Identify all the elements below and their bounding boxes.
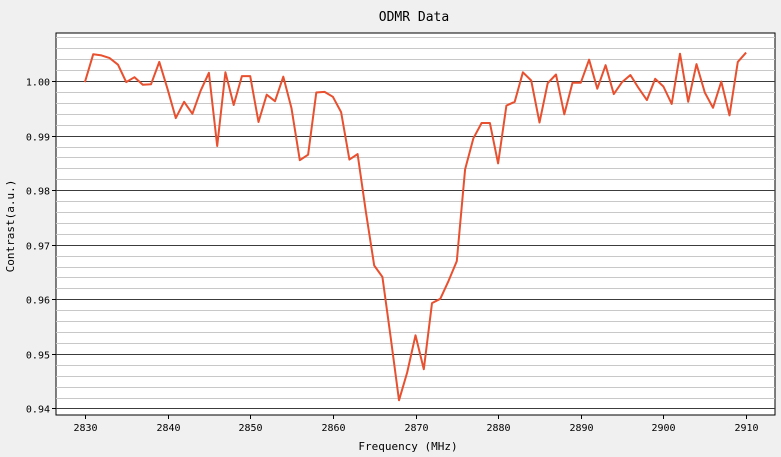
x-tick-label: 2880 [486,423,510,434]
y-tick-label: 0.97 [26,242,50,253]
y-tick-label: 1.00 [26,78,50,89]
x-tick-label: 2870 [404,423,428,434]
y-tick-label: 0.99 [26,133,50,144]
y-axis-ticks: 0.94 0.95 0.96 0.97 0.98 0.99 1.00 [26,78,56,416]
y-tick-label: 0.94 [26,405,50,416]
x-axis-label: Frequency (MHz) [358,440,457,453]
x-tick-label: 2850 [238,423,262,434]
x-axis-ticks: 2830 2840 2850 2860 2870 2880 2890 2900 2910 [73,415,759,434]
x-tick-label: 2890 [569,423,593,434]
y-tick-label: 0.98 [26,187,50,198]
y-axis-label: Contrast(a.u.) [4,180,17,273]
x-tick-label: 2900 [651,423,675,434]
chart-title: ODMR Data [379,10,449,25]
major-gridlines [56,81,775,409]
x-tick-label: 2860 [321,423,345,434]
y-tick-label: 0.95 [26,351,50,362]
x-tick-label: 2910 [734,423,758,434]
x-tick-label: 2840 [156,423,180,434]
y-tick-label: 0.96 [26,296,50,307]
x-tick-label: 2830 [73,423,97,434]
odmr-series-line [83,51,747,402]
